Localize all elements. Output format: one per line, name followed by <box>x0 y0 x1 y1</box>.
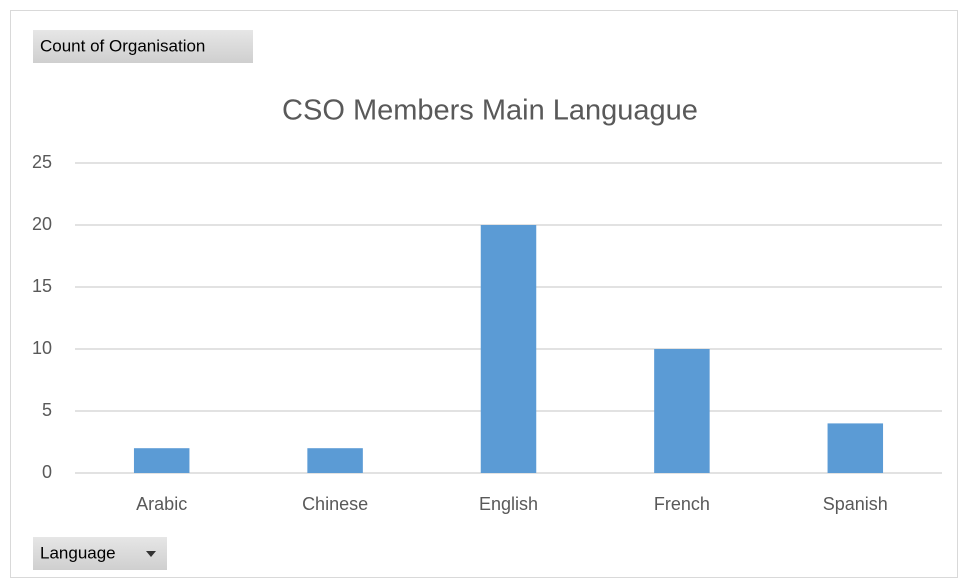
axis-field-button[interactable] <box>33 537 167 570</box>
axis-field-label: Language <box>40 543 116 562</box>
x-tick-label: Chinese <box>302 494 368 514</box>
chart-title: CSO Members Main Languague <box>282 95 698 127</box>
y-tick-label: 25 <box>32 152 52 172</box>
y-tick-label: 20 <box>32 214 52 234</box>
dropdown-arrow <box>146 551 156 557</box>
bar <box>480 225 537 473</box>
x-tick-label: English <box>479 494 538 514</box>
y-tick-label: 0 <box>42 462 52 482</box>
x-tick-label: Arabic <box>136 494 187 514</box>
x-tick-label: French <box>654 494 710 514</box>
y-tick-label: 5 <box>42 400 52 420</box>
y-tick-label: 15 <box>32 276 52 296</box>
x-tick-label: Spanish <box>823 494 888 514</box>
bar <box>654 349 710 473</box>
value-field-button[interactable] <box>33 30 253 63</box>
bar <box>827 423 884 473</box>
value-field-label: Count of Organisation <box>40 36 205 55</box>
bar <box>133 448 190 473</box>
bar <box>307 448 363 473</box>
y-tick-label: 10 <box>32 338 52 358</box>
